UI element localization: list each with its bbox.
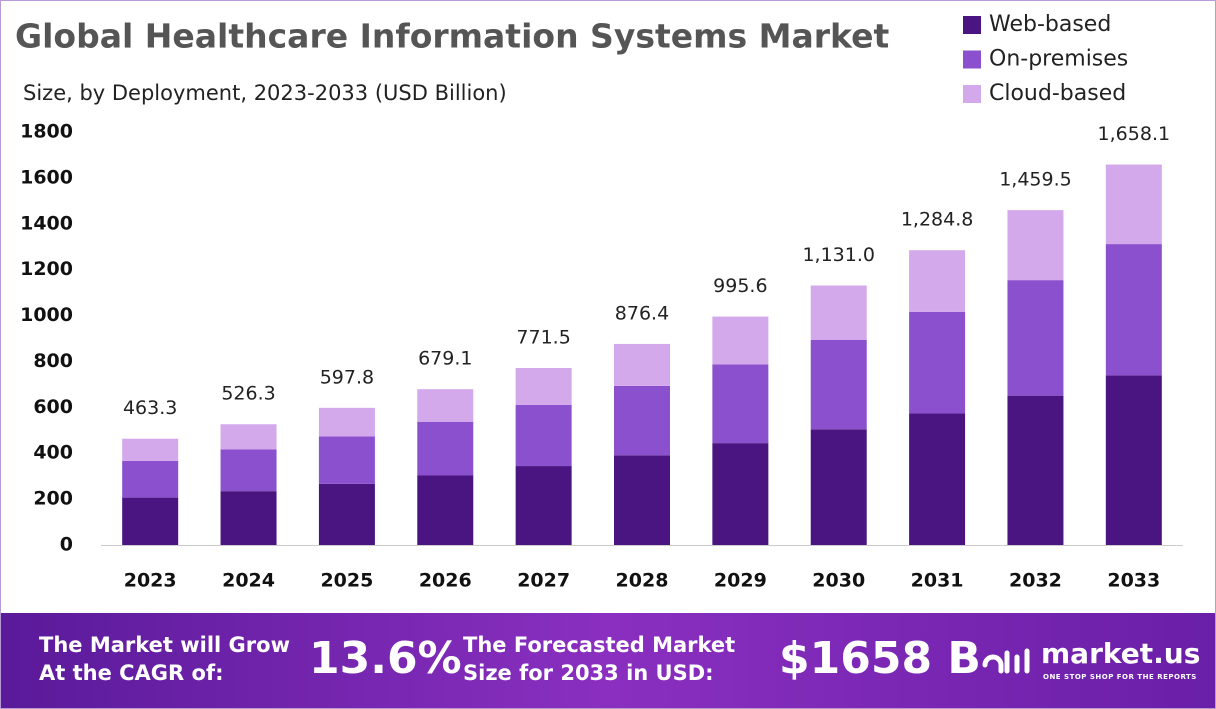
text: At the CAGR of:: [39, 661, 224, 685]
bar-segment: [220, 424, 277, 450]
bar-segment: [220, 491, 277, 545]
legend-swatch: [963, 85, 981, 103]
legend-label: Web-based: [989, 12, 1111, 37]
footer-banner: The Market will Grow At the CAGR of: 13.6…: [1, 613, 1215, 708]
total-label: 771.5: [516, 326, 570, 348]
legend-label: On-premises: [989, 47, 1128, 72]
x-tick-label: 2031: [911, 570, 964, 592]
bar-segment: [417, 421, 474, 476]
total-label: 526.3: [221, 383, 275, 405]
x-tick-label: 2027: [517, 570, 570, 592]
bar-segment: [810, 429, 867, 545]
y-tick-label: 800: [33, 350, 73, 372]
y-tick-label: 1800: [20, 121, 73, 143]
bar-segment: [909, 413, 966, 545]
x-tick-label: 2026: [419, 570, 472, 592]
tagline: ONE STOP SHOP FOR THE REPORTS: [1043, 673, 1197, 681]
bar-segment: [1105, 244, 1162, 376]
x-tick-label: 2029: [714, 570, 767, 592]
legend-label: Cloud-based: [989, 81, 1126, 106]
x-tick-label: 2023: [124, 570, 177, 592]
legend-swatch: [963, 50, 981, 69]
text: The Market will Grow: [39, 633, 290, 657]
bar-segment: [515, 367, 572, 405]
y-tick-label: 400: [33, 442, 73, 464]
chart: Global Healthcare Information Systems Ma…: [15, 12, 1183, 592]
bar-segment: [318, 407, 375, 437]
bar-segment: [417, 389, 474, 422]
bar-segment: [1007, 280, 1064, 396]
x-tick-label: 2028: [616, 570, 669, 592]
total-label: 876.4: [615, 302, 669, 324]
bar-segment: [712, 443, 769, 545]
bar-segment: [220, 449, 277, 492]
chart-title: Global Healthcare Information Systems Ma…: [15, 17, 889, 56]
legend-swatch: [963, 16, 981, 34]
total-label: 679.1: [418, 348, 472, 370]
forecast-value: $1658 B: [779, 633, 981, 684]
total-label: 463.3: [123, 397, 177, 419]
bar-segment: [909, 311, 966, 414]
bar-segment: [810, 339, 867, 430]
y-tick-label: 1200: [20, 258, 73, 280]
text: Size for 2033 in USD:: [463, 661, 714, 685]
x-tick-label: 2030: [812, 570, 865, 592]
cagr-value: 13.6%: [309, 633, 462, 684]
total-label: 597.8: [320, 366, 374, 388]
x-tick-label: 2032: [1009, 570, 1062, 592]
bar-segment: [515, 404, 572, 467]
brand: market.us: [1041, 637, 1201, 670]
total-label: 1,459.5: [999, 169, 1072, 191]
bar-segment: [614, 455, 670, 545]
forecast-text: The Forecasted Market Size for 2033 in US…: [463, 631, 735, 687]
bar-segment: [515, 466, 572, 545]
total-label: 1,284.8: [901, 209, 974, 231]
bar-segment: [122, 438, 179, 461]
logo-icon: [982, 648, 1030, 674]
bar-segment: [712, 316, 769, 365]
x-tick-label: 2033: [1107, 570, 1160, 592]
y-tick-label: 600: [33, 396, 73, 418]
cagr-text: The Market will Grow At the CAGR of:: [39, 631, 290, 687]
y-tick-label: 0: [60, 534, 73, 556]
bar-segment: [810, 285, 867, 340]
bar-segment: [909, 250, 966, 312]
bar-segment: [1007, 210, 1064, 281]
y-tick-label: 1000: [20, 304, 73, 326]
bar-segment: [122, 497, 179, 545]
total-label: 995.6: [713, 275, 767, 297]
bar-segment: [1105, 164, 1162, 245]
bar-segment: [1105, 375, 1162, 545]
bar-segment: [614, 343, 670, 386]
bar-segment: [614, 385, 670, 456]
x-tick-label: 2024: [222, 570, 275, 592]
y-tick-label: 200: [33, 488, 73, 510]
bar-segment: [417, 475, 474, 545]
bar-segment: [122, 460, 179, 498]
bar-segment: [318, 436, 375, 484]
y-tick-label: 1600: [20, 166, 73, 188]
bar-segment: [1007, 395, 1064, 545]
bar-segment: [712, 364, 769, 444]
x-tick-label: 2025: [320, 570, 373, 592]
total-label: 1,131.0: [802, 244, 875, 266]
total-label: 1,658.1: [1098, 123, 1171, 145]
chart-subtitle: Size, by Deployment, 2023-2033 (USD Bill…: [23, 81, 507, 105]
text: The Forecasted Market: [463, 633, 736, 657]
bar-segment: [318, 483, 375, 545]
y-tick-label: 1400: [20, 212, 73, 234]
